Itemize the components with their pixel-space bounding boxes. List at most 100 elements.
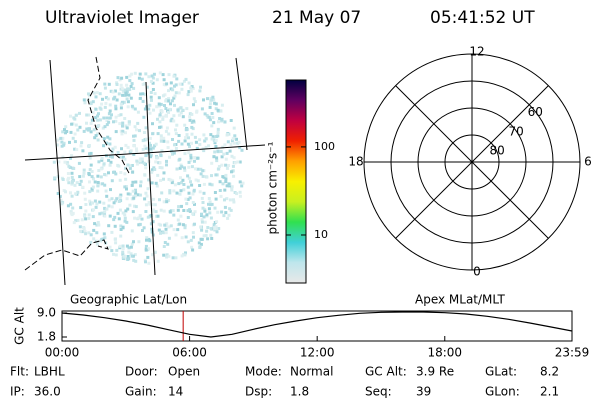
image-pixel (194, 140, 198, 144)
image-pixel (162, 78, 166, 82)
image-pixel (128, 166, 132, 170)
image-pixel (73, 147, 77, 151)
image-pixel (167, 177, 171, 181)
image-pixel (114, 104, 118, 108)
image-pixel (56, 138, 60, 142)
image-pixel (229, 208, 233, 212)
image-pixel (201, 206, 205, 210)
image-pixel (76, 218, 80, 222)
image-pixel (111, 90, 115, 94)
image-pixel (124, 93, 128, 96)
image-pixel (116, 163, 120, 167)
image-pixel (148, 202, 152, 206)
image-pixel (168, 155, 171, 159)
image-pixel (126, 145, 130, 149)
image-pixel (108, 163, 112, 167)
image-pixel (156, 156, 160, 160)
image-pixel (120, 132, 124, 136)
image-pixel (127, 122, 131, 126)
image-pixel (180, 204, 183, 208)
image-pixel (214, 102, 218, 106)
image-pixel (179, 111, 183, 115)
image-pixel (205, 213, 209, 217)
image-pixel (225, 166, 229, 170)
image-pixel (152, 197, 156, 201)
image-pixel (172, 96, 176, 100)
image-pixel (141, 148, 145, 151)
y-tick-label: 1.8 (37, 330, 56, 344)
image-pixel (216, 167, 220, 171)
image-pixel (130, 104, 134, 108)
image-pixel (69, 202, 73, 206)
image-pixel (115, 197, 119, 201)
image-pixel (113, 145, 117, 149)
image-pixel (231, 164, 235, 168)
image-pixel (129, 96, 133, 100)
image-pixel (126, 207, 130, 211)
image-pixel (203, 139, 207, 143)
y-tick-label: 9.0 (37, 306, 56, 320)
image-pixel (149, 80, 153, 83)
image-pixel (232, 174, 236, 178)
image-pixel (114, 241, 118, 245)
image-pixel (237, 140, 241, 144)
image-pixel (176, 228, 180, 232)
image-pixel (159, 223, 163, 227)
image-pixel (103, 214, 107, 218)
image-pixel (171, 152, 174, 156)
image-pixel (118, 195, 122, 199)
image-pixel (172, 74, 176, 78)
image-pixel (78, 225, 82, 229)
image-pixel (182, 209, 186, 212)
image-pixel (156, 259, 160, 263)
image-pixel (172, 189, 176, 193)
image-pixel (199, 225, 203, 229)
image-pixel (212, 98, 216, 102)
image-pixel (203, 209, 207, 213)
image-pixel (116, 76, 120, 80)
image-pixel (71, 136, 75, 140)
image-pixel (173, 94, 177, 98)
image-pixel (131, 189, 135, 193)
image-pixel (204, 137, 208, 141)
image-pixel (126, 105, 130, 109)
image-pixel (200, 218, 204, 222)
image-pixel (144, 72, 148, 76)
image-pixel (88, 156, 92, 160)
image-pixel (213, 141, 217, 145)
image-pixel (74, 113, 78, 117)
image-pixel (110, 205, 114, 209)
image-pixel (224, 177, 228, 181)
image-pixel (203, 112, 207, 116)
image-pixel (170, 117, 174, 121)
image-pixel (124, 166, 127, 170)
image-pixel (184, 128, 188, 132)
image-pixel (121, 155, 125, 159)
image-pixel (121, 250, 125, 254)
image-pixel (166, 146, 170, 149)
image-pixel (112, 120, 115, 124)
image-pixel (162, 245, 166, 248)
image-pixel (211, 95, 215, 99)
image-pixel (132, 152, 136, 156)
image-pixel (79, 179, 83, 183)
image-pixel (226, 132, 230, 136)
image-pixel (113, 95, 117, 99)
image-pixel (204, 234, 208, 237)
image-pixel (159, 208, 163, 212)
parallel (24, 144, 266, 161)
image-pixel (177, 134, 181, 137)
image-pixel (181, 115, 185, 119)
image-pixel (66, 172, 70, 175)
image-pixel (218, 180, 222, 184)
image-pixel (130, 164, 134, 167)
image-pixel (208, 105, 212, 109)
image-pixel (152, 166, 156, 170)
image-pixel (159, 153, 163, 157)
image-pixel (183, 139, 187, 143)
image-pixel (91, 185, 95, 189)
image-pixel (94, 95, 98, 99)
image-pixel (167, 89, 170, 93)
image-pixel (78, 111, 81, 115)
image-pixel (88, 202, 92, 206)
